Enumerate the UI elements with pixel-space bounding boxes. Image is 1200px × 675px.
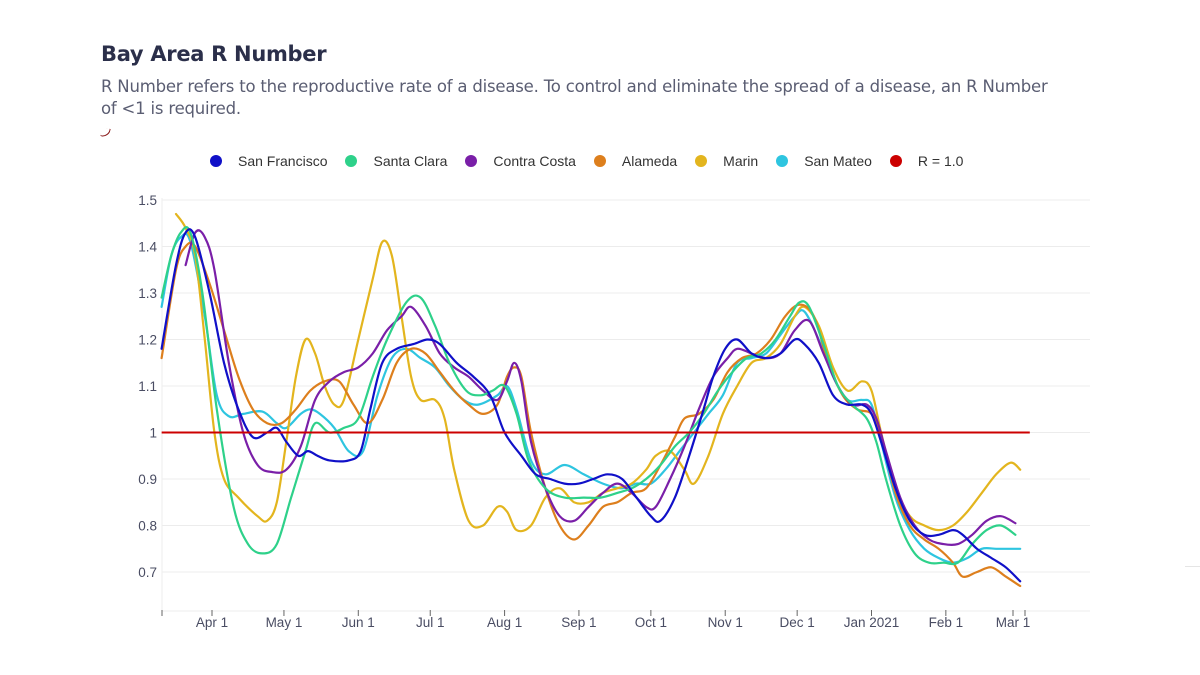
y-tick-label: 1.3 xyxy=(138,286,157,301)
legend-dot-icon xyxy=(210,155,222,167)
y-tick-label: 0.7 xyxy=(138,565,157,580)
x-tick-label: Mar 1 xyxy=(996,615,1031,630)
legend-label: R = 1.0 xyxy=(917,153,964,169)
legend-dot-icon xyxy=(776,155,789,167)
series-line-san-mateo xyxy=(160,232,1022,564)
legend-dot-icon xyxy=(465,155,478,167)
y-tick-label: 0.9 xyxy=(138,472,157,487)
x-tick-label: Feb 1 xyxy=(929,615,964,630)
x-tick-label: Aug 1 xyxy=(487,615,522,630)
legend-label: San Francisco xyxy=(238,153,328,169)
x-tick-label: Oct 1 xyxy=(635,615,667,630)
x-tick-label: Dec 1 xyxy=(780,615,815,630)
chart-subtitle: R Number refers to the reproductive rate… xyxy=(101,77,1048,118)
gridlines xyxy=(161,198,1090,612)
legend: San Francisco Santa Clara Contra Costa Alam… xyxy=(210,153,981,169)
legend-item-marin[interactable]: Marin xyxy=(695,153,758,169)
x-tick-label: May 1 xyxy=(266,615,303,630)
legend-item-santa-clara[interactable]: Santa Clara xyxy=(345,153,447,169)
legend-item-alameda[interactable]: Alameda xyxy=(593,153,678,169)
legend-dot-icon xyxy=(593,155,606,167)
legend-label: Alameda xyxy=(621,153,678,169)
series-line-san-francisco xyxy=(160,228,1022,583)
legend-item-r-1-0[interactable]: R = 1.0 xyxy=(889,153,964,169)
legend-item-contra-costa[interactable]: Contra Costa xyxy=(465,153,576,169)
y-tick-label: 1.4 xyxy=(138,240,157,255)
y-tick-label: 1.5 xyxy=(138,193,157,208)
edge-mark xyxy=(1185,566,1200,567)
y-tick-label: 1.2 xyxy=(138,333,157,348)
x-tick-label: Sep 1 xyxy=(561,615,596,630)
y-axis: 0.7 0.8 0.9 1 1.1 1.2 1.3 1.4 1.5 xyxy=(138,193,157,580)
series-line-contra-costa xyxy=(184,229,1017,547)
x-axis: Apr 1 May 1 Jun 1 Jul 1 Aug 1 Sep 1 Oct 1 Nov 1… xyxy=(161,610,1031,630)
chart-title: Bay Area R Number xyxy=(101,42,327,66)
x-tick-label: Apr 1 xyxy=(196,615,228,630)
series-line-marin xyxy=(174,212,1022,533)
x-tick-label: Jul 1 xyxy=(416,615,445,630)
legend-dot-icon xyxy=(889,155,902,167)
series-line-alameda xyxy=(160,241,1022,588)
legend-item-san-francisco[interactable]: San Francisco xyxy=(210,153,327,169)
legend-label: San Mateo xyxy=(804,153,872,169)
legend-dot-icon xyxy=(345,155,358,167)
y-tick-label: 1.1 xyxy=(138,379,157,394)
x-tick-label: Jan 2021 xyxy=(844,615,900,630)
series-line-santa-clara xyxy=(160,226,1017,566)
legend-dot-icon xyxy=(695,155,708,167)
y-tick-label: 0.8 xyxy=(138,519,157,534)
legend-label: Marin xyxy=(723,153,759,169)
y-tick-label: 1 xyxy=(149,426,157,441)
legend-item-san-mateo[interactable]: San Mateo xyxy=(776,153,872,169)
x-tick-label: Nov 1 xyxy=(708,615,743,630)
series-lines xyxy=(160,212,1022,588)
legend-label: Contra Costa xyxy=(493,153,576,169)
legend-label: Santa Clara xyxy=(373,153,448,169)
x-tick-label: Jun 1 xyxy=(342,615,375,630)
